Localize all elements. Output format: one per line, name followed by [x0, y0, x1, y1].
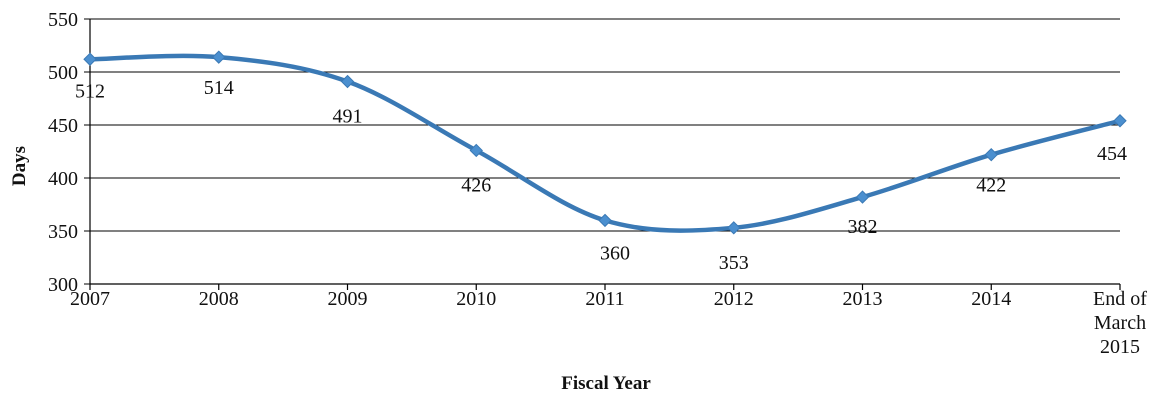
data-label: 360 [600, 242, 630, 264]
y-tick-labels: 300 350 400 450 500 550 [48, 9, 78, 296]
y-tick-label: 550 [48, 9, 78, 31]
data-labels: 512 514 491 426 360 353 382 422 454 [75, 77, 1127, 274]
y-tick-label: 400 [48, 168, 78, 190]
y-tick-label: 500 [48, 62, 78, 84]
data-point-marker [83, 52, 97, 66]
data-point-marker [1113, 114, 1127, 128]
data-markers [83, 50, 1127, 235]
x-tick-label: 2014 [971, 288, 1011, 310]
data-point-marker [855, 190, 870, 204]
x-tick-labels: 2007 2008 2009 2010 2011 2012 2013 2014 End of Ma… [70, 288, 1147, 358]
data-label: 426 [461, 174, 491, 196]
data-point-marker [727, 221, 741, 235]
series-line [87, 53, 1123, 233]
y-axis-title: Days [9, 146, 30, 186]
x-tick-label: 2011 [585, 288, 624, 310]
data-point-marker [598, 213, 612, 228]
y-tick-label: 450 [48, 115, 78, 137]
data-point-marker [984, 147, 998, 162]
x-tick-label: 2013 [843, 288, 883, 310]
x-tick-label: 2010 [456, 288, 496, 310]
data-point-marker [212, 50, 226, 64]
data-label: 454 [1097, 143, 1127, 165]
data-label: 514 [204, 77, 234, 99]
data-label: 422 [976, 175, 1006, 197]
y-tick-label: 350 [48, 221, 78, 243]
x-tick-label: 2008 [199, 288, 239, 310]
x-tick-label: 2012 [714, 288, 754, 310]
data-point-marker [340, 74, 355, 89]
data-label: 382 [848, 216, 878, 238]
data-point-marker [469, 143, 483, 158]
x-tick-label: 2007 [70, 288, 110, 310]
x-tick-label: 2009 [328, 288, 368, 310]
x-tick-label: End of March 2015 [1093, 288, 1147, 358]
data-label: 353 [719, 252, 749, 274]
data-label: 491 [333, 106, 363, 128]
data-label: 512 [75, 80, 105, 102]
x-axis-title: Fiscal Year [561, 373, 651, 393]
y-tick-label: 300 [48, 274, 78, 296]
